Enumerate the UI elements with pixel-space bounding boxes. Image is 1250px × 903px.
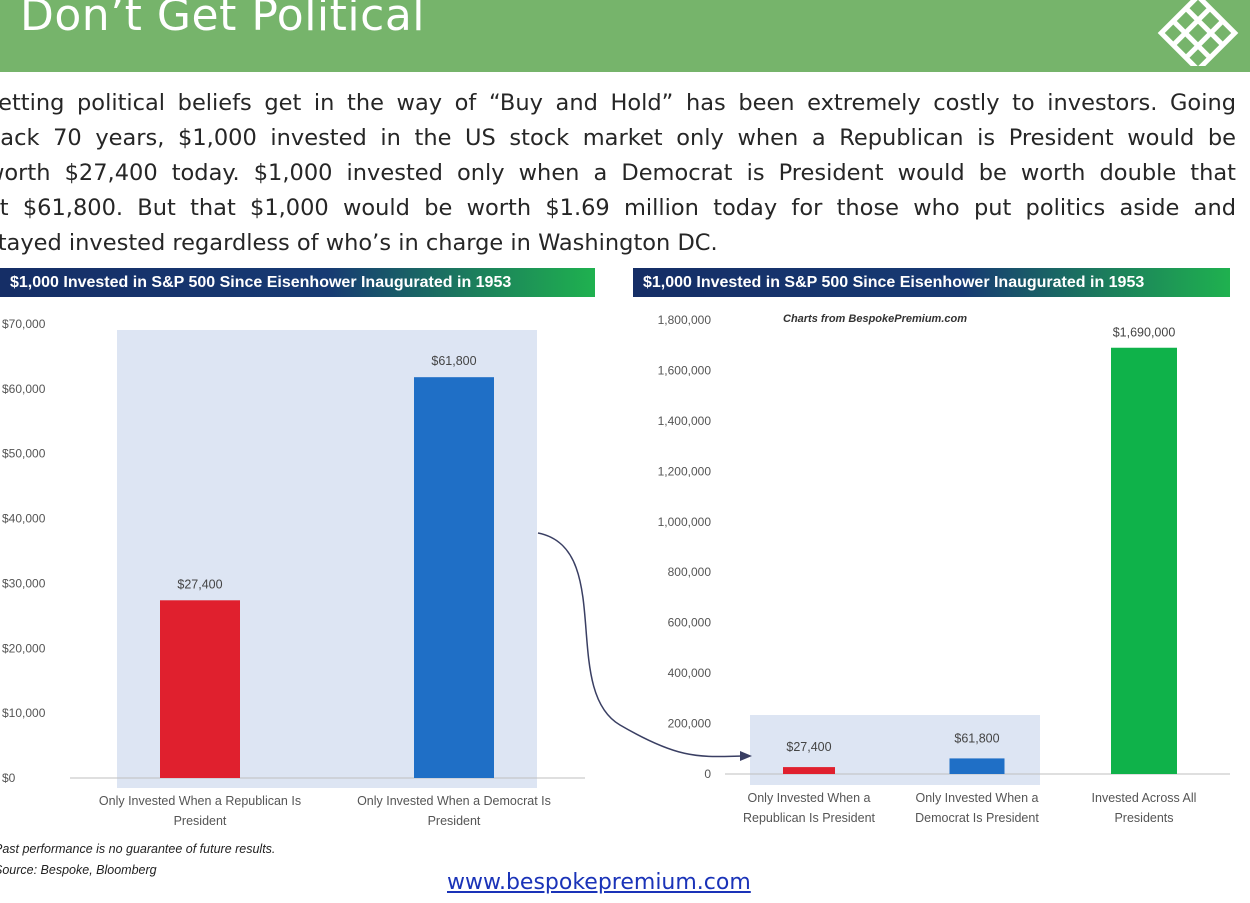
left-category-label: President <box>174 814 227 828</box>
left-y-tick-label: $0 <box>2 771 16 785</box>
intro-line: back 70 years, $1,000 invested in the US… <box>0 125 1236 151</box>
right-y-tick-label: 600,000 <box>668 616 712 630</box>
right-y-tick-label: 1,000,000 <box>658 515 712 529</box>
left-category-label: Only Invested When a Republican Is <box>99 794 301 808</box>
right-y-tick-label: 1,800,000 <box>658 313 712 327</box>
right-category-label: Democrat Is President <box>915 811 1039 825</box>
left-y-tick-label: $10,000 <box>2 706 46 720</box>
right-y-tick-label: 1,200,000 <box>658 464 712 478</box>
left-bar <box>160 600 240 778</box>
right-y-tick-label: 400,000 <box>668 666 712 680</box>
right-category-label: Invested Across All <box>1092 791 1197 805</box>
bar-charts: $0 $10,000 $20,000 $30,000 $40,000 $50,000 $60… <box>2 313 1230 828</box>
right-category-label: Republican Is President <box>743 811 876 825</box>
website-link[interactable]: www.bespokepremium.com <box>447 870 751 895</box>
intro-line: Letting political beliefs get in the way… <box>0 90 1236 116</box>
intro-line: worth $27,400 today. $1,000 invested onl… <box>0 160 1236 186</box>
right-bar-data-label: $61,800 <box>954 731 999 745</box>
left-chart-title: $1,000 Invested in S&P 500 Since Eisenho… <box>0 268 595 297</box>
right-y-tick-label: 1,400,000 <box>658 414 712 428</box>
header-bar: Don’t Get Political <box>0 0 1250 72</box>
right-category-label: Only Invested When a <box>916 791 1039 805</box>
right-bar-data-label: $1,690,000 <box>1113 326 1176 340</box>
left-category-label: Only Invested When a Democrat Is <box>357 794 551 808</box>
left-y-tick-label: $40,000 <box>2 512 46 526</box>
right-y-tick-label: 200,000 <box>668 717 712 731</box>
left-y-tick-label: $50,000 <box>2 447 46 461</box>
right-y-tick-label: 0 <box>704 767 711 781</box>
left-bar <box>414 377 494 778</box>
right-chart-title: $1,000 Invested in S&P 500 Since Eisenho… <box>633 268 1230 297</box>
left-y-tick-label: $70,000 <box>2 317 46 331</box>
right-y-tick-label: 1,600,000 <box>658 363 712 377</box>
left-y-tick-label: $30,000 <box>2 576 46 590</box>
page-title: Don’t Get Political <box>20 0 426 41</box>
right-category-label: Presidents <box>1114 811 1173 825</box>
intro-line: at $61,800. But that $1,000 would be wor… <box>0 195 1236 221</box>
left-y-tick-label: $20,000 <box>2 641 46 655</box>
right-bar <box>783 767 835 774</box>
right-bar-data-label: $27,400 <box>786 740 831 754</box>
disclaimer-note: Past performance is no guarantee of futu… <box>0 842 276 856</box>
left-chart-title-text: $1,000 Invested in S&P 500 Since Eisenho… <box>10 274 512 291</box>
source-note: Source: Bespoke, Bloomberg <box>0 863 157 877</box>
left-bar-data-label: $27,400 <box>177 577 222 591</box>
right-chart-title-text: $1,000 Invested in S&P 500 Since Eisenho… <box>643 274 1145 291</box>
left-category-label: President <box>428 814 481 828</box>
diamond-lattice-logo-icon <box>1157 0 1239 66</box>
intro-line: stayed invested regardless of who’s in c… <box>0 230 718 256</box>
left-y-tick-label: $60,000 <box>2 382 46 396</box>
right-category-label: Only Invested When a <box>748 791 871 805</box>
chart-source-annotation: Charts from BespokePremium.com <box>783 313 967 325</box>
connector-arrow-head <box>740 751 752 761</box>
right-bar <box>949 758 1005 774</box>
right-y-tick-label: 800,000 <box>668 565 712 579</box>
connector-arrow-line <box>537 532 743 758</box>
intro-paragraph: Letting political beliefs get in the way… <box>0 86 1236 261</box>
left-bar-data-label: $61,800 <box>431 354 476 368</box>
right-bar <box>1111 347 1177 774</box>
